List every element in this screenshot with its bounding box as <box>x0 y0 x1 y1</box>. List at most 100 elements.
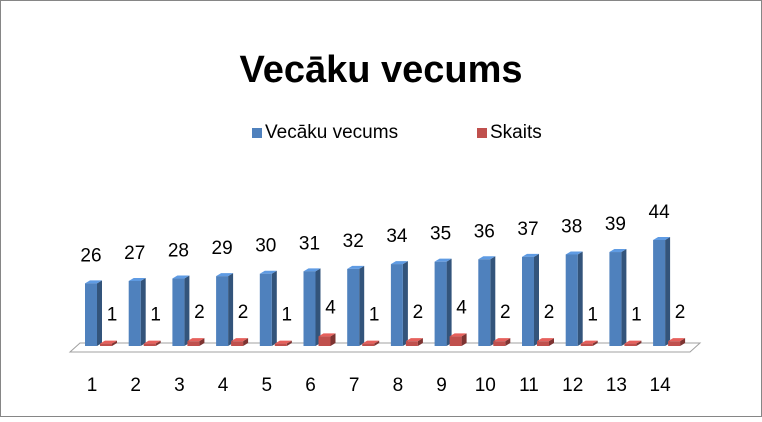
bar-face <box>537 338 554 342</box>
bar <box>143 340 161 346</box>
bar-face <box>478 259 491 346</box>
bar-face <box>522 253 539 257</box>
bar-face <box>505 338 511 346</box>
bar-face <box>100 343 112 346</box>
data-label: 28 <box>168 241 189 262</box>
bar <box>537 338 554 346</box>
bar <box>405 338 423 346</box>
data-label: 36 <box>474 221 495 242</box>
bar-face <box>577 251 583 346</box>
bar-face <box>143 343 156 346</box>
data-label: 30 <box>255 236 276 257</box>
bar-face <box>199 338 205 346</box>
chart-title: Vecāku vecums <box>239 49 522 91</box>
bar-face <box>565 251 583 255</box>
x-tick-label: 4 <box>218 375 229 396</box>
bar-face <box>128 277 146 281</box>
bar <box>231 338 249 346</box>
bar-face <box>549 338 554 346</box>
bar-face <box>402 261 408 346</box>
data-label: 1 <box>107 305 118 326</box>
bar-face <box>259 273 272 346</box>
bar-face <box>653 240 666 346</box>
bar <box>565 251 583 346</box>
bar-face <box>668 341 681 346</box>
data-label: 26 <box>80 245 101 266</box>
bar <box>609 249 627 346</box>
bar-face <box>216 273 234 277</box>
x-tick-label: 9 <box>436 375 447 396</box>
bar-face <box>493 338 511 342</box>
bar-face <box>405 341 418 346</box>
bar-face <box>274 343 287 346</box>
bar <box>624 340 642 346</box>
bar <box>216 273 234 346</box>
bar <box>318 333 336 346</box>
x-tick-label: 7 <box>349 375 360 396</box>
bar-face <box>580 340 598 344</box>
bar-face <box>85 280 102 284</box>
bar-face <box>347 268 360 346</box>
x-tick-label: 2 <box>130 375 141 396</box>
bar-face <box>653 237 671 240</box>
bar-face <box>374 340 380 346</box>
bar <box>449 333 467 346</box>
bar-face <box>303 268 321 272</box>
data-label: 1 <box>587 305 598 326</box>
bar <box>274 340 292 346</box>
bar-face <box>100 340 117 344</box>
bar-face <box>417 338 423 346</box>
legend-swatch <box>477 128 487 138</box>
bar <box>668 338 686 346</box>
bar-face <box>112 340 117 346</box>
x-tick-label: 1 <box>87 375 98 396</box>
bar-face <box>231 338 249 342</box>
bar-face <box>315 268 321 346</box>
data-label: 1 <box>631 305 642 326</box>
bar-face <box>330 333 336 346</box>
bar-face <box>405 338 423 342</box>
bar-face <box>362 343 375 346</box>
bar-face <box>534 253 539 346</box>
bar-face <box>434 258 452 262</box>
bar-face <box>187 341 200 346</box>
bar <box>522 253 539 346</box>
bar <box>347 265 365 346</box>
x-tick-label: 6 <box>305 375 316 396</box>
x-tick-label: 13 <box>606 375 627 396</box>
bar-face <box>390 264 403 346</box>
data-label: 32 <box>343 231 364 252</box>
bar-face <box>490 256 496 346</box>
bar-face <box>636 340 642 346</box>
bar-face <box>274 340 292 344</box>
bar-face <box>184 275 190 346</box>
bar-face <box>362 340 380 344</box>
bar <box>653 237 671 346</box>
x-tick-label: 5 <box>262 375 273 396</box>
bar-face <box>128 280 141 346</box>
x-tick-label: 8 <box>393 375 404 396</box>
bar <box>85 280 102 346</box>
bar-face <box>97 280 102 346</box>
data-label: 2 <box>194 302 205 323</box>
legend-label: Vecāku vecums <box>265 122 398 143</box>
bar-face <box>216 276 229 346</box>
data-label: 27 <box>124 243 145 264</box>
bar-face <box>624 340 642 344</box>
bar-face <box>592 340 598 346</box>
bar-face <box>187 338 205 342</box>
bar-face <box>580 343 593 346</box>
data-label: 2 <box>238 302 249 323</box>
data-label: 2 <box>413 302 424 323</box>
bar <box>434 258 452 346</box>
data-label: 1 <box>282 305 293 326</box>
bar-face <box>621 249 627 346</box>
x-tick-label: 14 <box>650 375 672 396</box>
data-label: 39 <box>605 214 626 235</box>
bar-face <box>140 277 146 346</box>
bar-face <box>347 265 365 269</box>
bar-face <box>680 338 686 346</box>
bar-face <box>449 333 467 337</box>
floor <box>68 342 702 353</box>
